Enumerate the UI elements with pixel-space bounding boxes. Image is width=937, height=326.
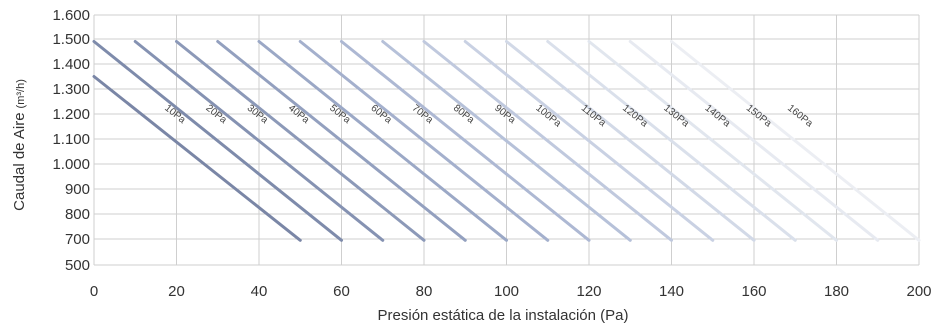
series-label: 90Pa bbox=[492, 103, 517, 126]
x-tick-label: 120 bbox=[576, 283, 601, 300]
series-line-160Pa bbox=[670, 40, 921, 242]
series-line-90Pa bbox=[381, 40, 632, 242]
series-line-100Pa bbox=[422, 40, 673, 242]
y-tick-label: 1.000 bbox=[52, 156, 90, 173]
series-label: 110Pa bbox=[579, 103, 608, 130]
x-tick-label: 40 bbox=[251, 283, 268, 300]
x-axis-title: Presión estática de la instalación (Pa) bbox=[378, 307, 629, 324]
series-line-80Pa bbox=[340, 40, 591, 242]
series-line-150Pa bbox=[628, 40, 880, 242]
y-tick-label: 500 bbox=[65, 257, 90, 274]
series-line-10Pa bbox=[92, 75, 302, 242]
series-label: 70Pa bbox=[410, 103, 435, 126]
series-line-20Pa bbox=[92, 40, 343, 242]
series-line-130Pa bbox=[546, 40, 797, 242]
series-label: 140Pa bbox=[703, 103, 733, 130]
series-lines bbox=[92, 40, 921, 242]
x-tick-label: 80 bbox=[416, 283, 433, 300]
x-tick-label: 100 bbox=[494, 283, 519, 300]
series-label: 150Pa bbox=[744, 103, 774, 130]
x-tick-label: 60 bbox=[333, 283, 350, 300]
series-label: 50Pa bbox=[327, 103, 352, 126]
series-label: 20Pa bbox=[203, 103, 228, 126]
series-label: 130Pa bbox=[661, 103, 691, 130]
x-tick-label: 160 bbox=[741, 283, 766, 300]
y-tick-label: 1.400 bbox=[52, 56, 90, 73]
x-tick-label: 0 bbox=[90, 283, 98, 300]
x-tick-label: 200 bbox=[906, 283, 931, 300]
y-axis-title-main: Caudal de Aire bbox=[11, 112, 28, 210]
y-axis-ticks: 500 700 800 900 1.000 1.100 1.200 1.300 1.400 1.5… bbox=[52, 7, 90, 274]
x-tick-label: 180 bbox=[824, 283, 849, 300]
x-axis-ticks: 0 20 40 60 80 100 120 140 160 180 200 bbox=[90, 283, 932, 300]
series-label: 30Pa bbox=[245, 103, 270, 126]
y-tick-label: 1.600 bbox=[52, 7, 90, 24]
y-tick-label: 1.300 bbox=[52, 81, 90, 98]
series-line-60Pa bbox=[257, 40, 508, 242]
y-axis-title: Caudal de Aire (m³/h) bbox=[11, 79, 28, 211]
series-label: 80Pa bbox=[451, 103, 476, 126]
y-tick-label: 1.200 bbox=[52, 106, 90, 123]
series-label: 40Pa bbox=[286, 103, 311, 126]
series-line-70Pa bbox=[298, 40, 550, 242]
series-line-140Pa bbox=[587, 40, 838, 242]
series-label: 60Pa bbox=[368, 103, 393, 126]
x-tick-label: 140 bbox=[659, 283, 684, 300]
series-line-110Pa bbox=[463, 40, 715, 242]
series-line-40Pa bbox=[175, 40, 426, 242]
y-tick-label: 700 bbox=[65, 231, 90, 248]
series-line-50Pa bbox=[216, 40, 467, 242]
series-line-120Pa bbox=[505, 40, 756, 242]
y-axis-title-unit: (m³/h) bbox=[15, 79, 27, 108]
series-label: 160Pa bbox=[785, 103, 815, 130]
y-tick-label: 1.500 bbox=[52, 31, 90, 48]
y-tick-label: 900 bbox=[65, 181, 90, 198]
x-tick-label: 20 bbox=[168, 283, 185, 300]
series-label: 120Pa bbox=[620, 103, 650, 130]
y-tick-label: 800 bbox=[65, 206, 90, 223]
series-line-30Pa bbox=[133, 40, 385, 242]
y-tick-label: 1.100 bbox=[52, 131, 90, 148]
